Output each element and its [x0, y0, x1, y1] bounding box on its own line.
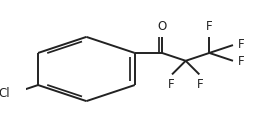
Text: F: F — [206, 20, 213, 33]
Text: F: F — [197, 78, 204, 91]
Text: F: F — [168, 78, 174, 91]
Text: F: F — [238, 55, 245, 68]
Text: Cl: Cl — [0, 87, 10, 100]
Text: F: F — [238, 38, 245, 51]
Text: O: O — [157, 20, 167, 33]
